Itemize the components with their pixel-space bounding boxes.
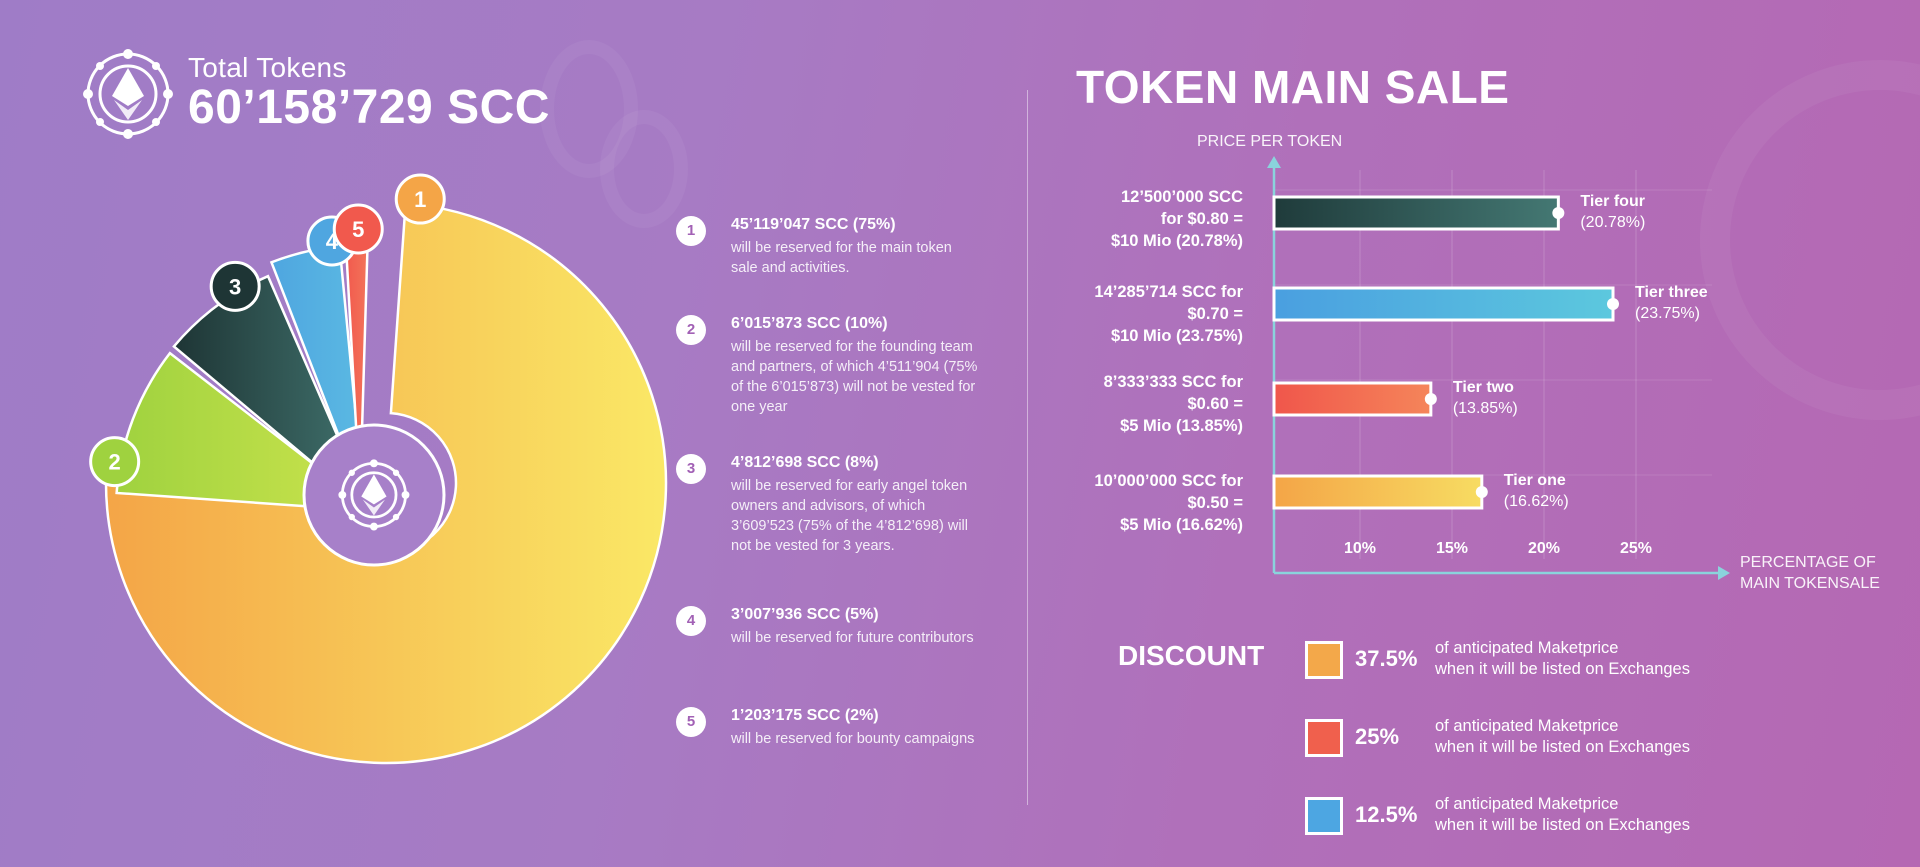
x-axis-arrow — [1718, 566, 1730, 580]
tier-bar-4 — [1272, 195, 1560, 231]
tier-desc-line: $5 Mio (13.85%) — [1120, 417, 1243, 435]
slice-badge-circle — [209, 260, 261, 312]
slice-badge-1: 1 — [394, 173, 446, 225]
tier-desc-line: 8’333’333 SCC for — [1103, 373, 1243, 391]
discount-text-line: of anticipated Maketprice — [1435, 639, 1619, 657]
discount-text: of anticipated Maketprice when it will b… — [1435, 638, 1690, 680]
token-emblem-icon — [338, 459, 410, 531]
slice-badge-circle — [332, 203, 384, 255]
legend-title: 6’015’873 SCC (10%) — [731, 315, 888, 332]
tier-desc-line: $10 Mio (23.75%) — [1110, 327, 1243, 345]
legend-title: 1’203’175 SCC (2%) — [731, 707, 879, 724]
discount-color-swatch — [1305, 641, 1343, 679]
x-tick-label: 15% — [1436, 540, 1468, 557]
legend-description: will be reserved for early angel token o… — [731, 478, 968, 554]
discount-text-line: when it will be listed on Exchanges — [1435, 816, 1690, 834]
discount-text: of anticipated Maketprice when it will b… — [1435, 716, 1690, 758]
tier-three-label: Tier three (23.75%) — [1635, 282, 1708, 324]
slice-badge-2: 2 — [89, 436, 141, 488]
slice-badge-number: 3 — [229, 274, 241, 299]
legend-title: 4’812’698 SCC (8%) — [731, 454, 879, 471]
discount-text-line: when it will be listed on Exchanges — [1435, 660, 1690, 678]
tier-two-description: 8’333’333 SCC for $0.60 = $5 Mio (13.85%… — [1053, 371, 1243, 437]
tier-desc-line: $5 Mio (16.62%) — [1120, 516, 1243, 534]
tier-bar-chart: 10% 15% 20% 25% — [1267, 156, 1730, 580]
legend-number: 3 — [676, 454, 706, 484]
discount-percentage: 25% — [1355, 724, 1400, 749]
legend-description: will be reserved for the founding team a… — [731, 339, 978, 415]
tier-desc-line: 10’000’000 SCC for — [1094, 472, 1243, 490]
tier-four-label: Tier four (20.78%) — [1580, 191, 1645, 233]
tier-name: Tier one — [1503, 472, 1566, 489]
legend-number: 1 — [676, 216, 706, 246]
bar-end-marker — [1475, 486, 1488, 498]
discount-title: DISCOUNT — [1118, 640, 1265, 671]
tier-bar-3 — [1272, 286, 1615, 322]
discount-text-line: of anticipated Maketprice — [1435, 717, 1619, 735]
legend-description: will be reserved for future contributors — [731, 630, 974, 646]
legend-number: 4 — [676, 606, 706, 636]
slice-badge-circle — [89, 436, 141, 488]
discount-color-swatch — [1305, 797, 1343, 835]
slice-badge-number: 2 — [109, 450, 121, 475]
tier-desc-line: 14’285’714 SCC for — [1094, 283, 1243, 301]
discount-text-line: when it will be listed on Exchanges — [1435, 738, 1690, 756]
tier-two-label: Tier two (13.85%) — [1453, 377, 1518, 419]
tier-percentage: (13.85%) — [1452, 400, 1518, 417]
pie-center-emblem — [302, 423, 446, 567]
legend-title: 3’007’936 SCC (5%) — [731, 606, 879, 623]
total-tokens-label: Total Tokens — [188, 52, 347, 83]
total-tokens-value: 60’158’729 SCC — [188, 81, 550, 134]
tier-desc-line: 12’500’000 SCC — [1120, 188, 1243, 206]
y-axis-label: PRICE PER TOKEN — [1197, 133, 1343, 150]
tier-three-description: 14’285’714 SCC for $0.70 = $10 Mio (23.7… — [1053, 281, 1243, 347]
legend-number: 5 — [676, 707, 706, 737]
discount-text-line: of anticipated Maketprice — [1435, 795, 1619, 813]
tier-desc-line: for $0.80 = — [1160, 210, 1243, 228]
y-axis-arrow — [1267, 156, 1281, 168]
bar-end-marker — [1424, 393, 1437, 405]
slice-badge-3: 3 — [209, 260, 261, 312]
slice-badge-number: 1 — [414, 187, 426, 212]
tier-percentage: (23.75%) — [1635, 305, 1700, 322]
tier-name: Tier three — [1635, 284, 1708, 301]
legend-number: 2 — [676, 315, 706, 345]
discount-text: of anticipated Maketprice when it will b… — [1435, 794, 1690, 836]
tier-name: Tier two — [1452, 379, 1514, 396]
x-axis-label: PERCENTAGE OF MAIN TOKENSALE — [1740, 554, 1880, 592]
legend-description: will be reserved for the main token sale… — [731, 240, 952, 276]
tier-desc-line: $0.70 = — [1187, 305, 1243, 323]
tier-name: Tier four — [1580, 193, 1645, 210]
token-emblem-icon — [83, 49, 173, 139]
bar-end-marker — [1552, 207, 1565, 219]
slice-badge-number: 5 — [352, 217, 364, 242]
tier-one-description: 10’000’000 SCC for $0.50 = $5 Mio (16.62… — [1053, 470, 1243, 536]
slice-badge-5: 5 — [332, 203, 384, 255]
tier-bar-2 — [1272, 381, 1433, 417]
tier-percentage: (20.78%) — [1580, 214, 1646, 231]
tier-bar-1 — [1272, 474, 1484, 510]
discount-color-swatch — [1305, 719, 1343, 757]
legend-title: 45’119’047 SCC (75%) — [731, 216, 896, 233]
x-tick-label: 10% — [1344, 540, 1376, 557]
tier-desc-line: $0.60 = — [1187, 395, 1243, 413]
x-tick-label: 20% — [1528, 540, 1560, 557]
discount-percentage: 37.5% — [1355, 646, 1418, 671]
tier-four-description: 12’500’000 SCC for $0.80 = $10 Mio (20.7… — [1053, 186, 1243, 252]
slice-badge-circle — [394, 173, 446, 225]
discount-percentage: 12.5% — [1355, 802, 1418, 827]
bar-end-marker — [1607, 298, 1619, 310]
tier-desc-line: $0.50 = — [1187, 494, 1243, 512]
tier-one-label: Tier one (16.62%) — [1504, 470, 1569, 512]
tier-percentage: (16.62%) — [1503, 493, 1569, 510]
section-divider — [1027, 90, 1028, 805]
tier-desc-line: $10 Mio (20.78%) — [1110, 232, 1243, 250]
legend-description: will be reserved for bounty campaigns — [731, 731, 975, 747]
sale-title: TOKEN MAIN SALE — [1076, 61, 1510, 113]
x-tick-label: 25% — [1620, 540, 1652, 557]
